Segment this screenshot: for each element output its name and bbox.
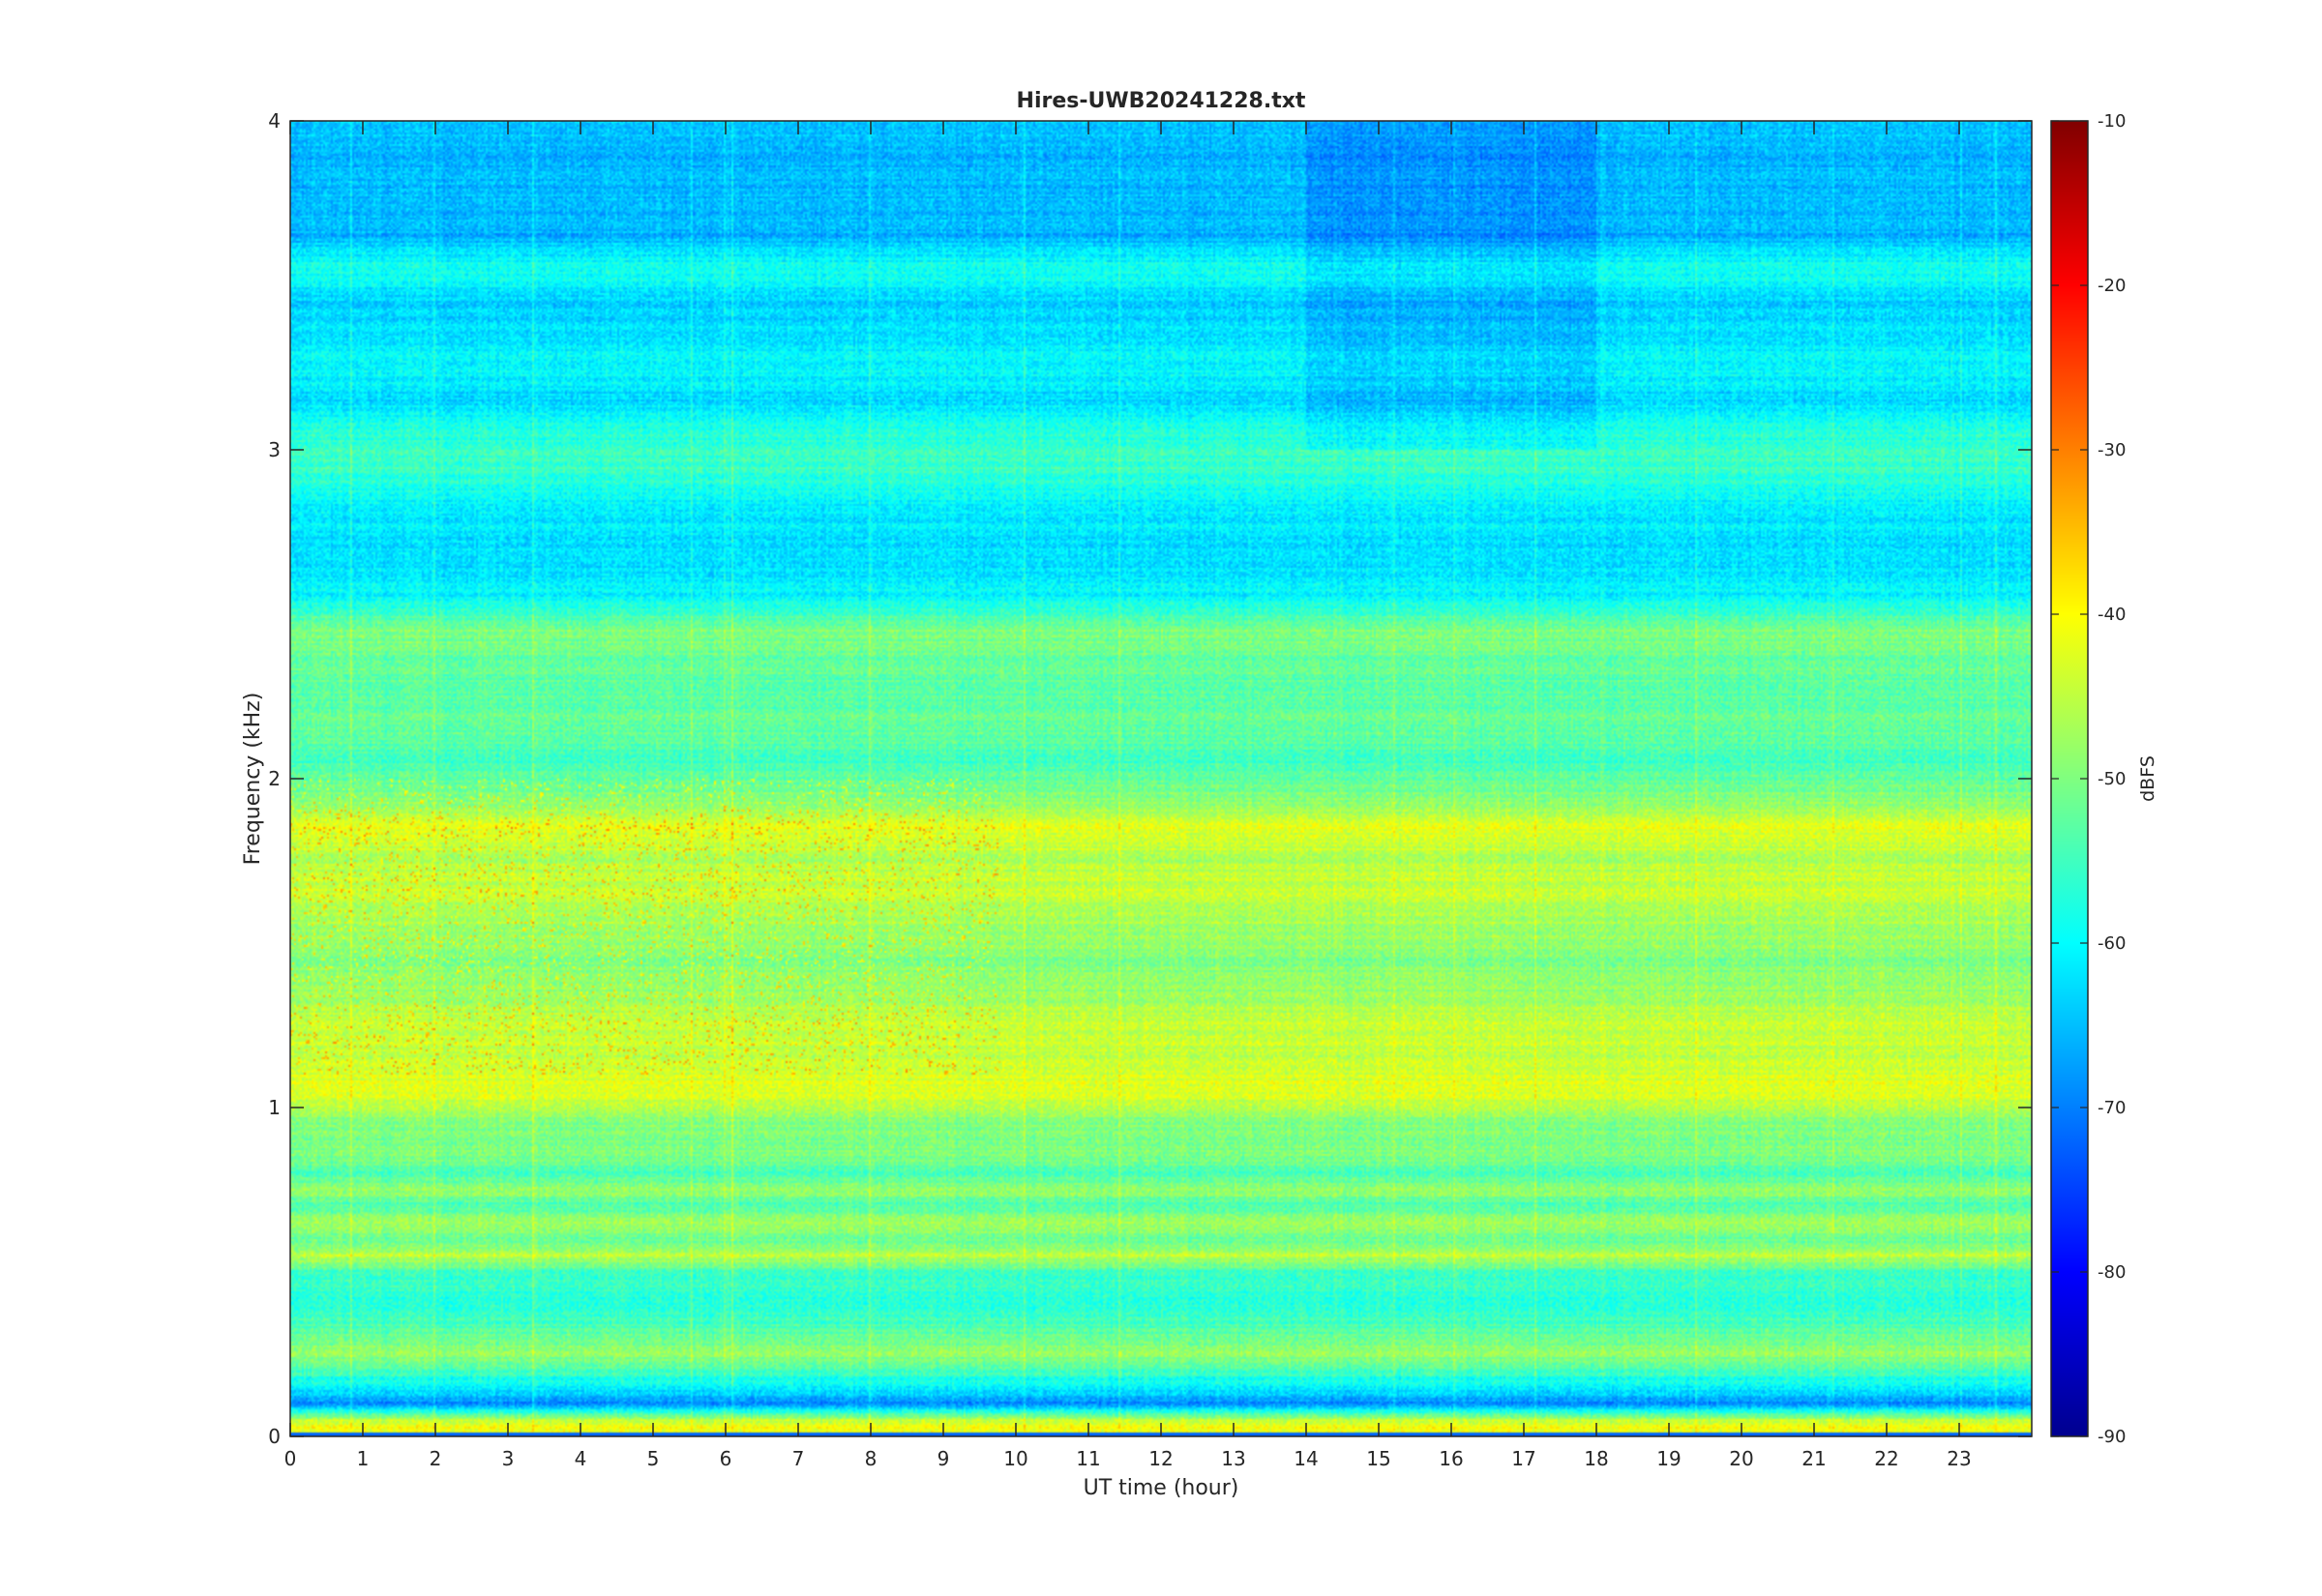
x-tick-label: 2 (430, 1447, 442, 1470)
x-tick-label: 11 (1076, 1447, 1100, 1470)
colorbar-tick-label: -20 (2098, 276, 2126, 296)
y-tick-label: 4 (268, 109, 281, 133)
x-tick-label: 21 (1801, 1447, 1826, 1470)
colorbar-label: dBFS (2137, 755, 2158, 802)
colorbar-tick-label: -30 (2098, 440, 2126, 460)
y-axis-label: Frequency (kHz) (241, 693, 265, 866)
y-tick-label: 0 (268, 1425, 281, 1448)
x-tick-label: 16 (1439, 1447, 1463, 1470)
colorbar-tick-label: -10 (2098, 111, 2126, 132)
x-tick-label: 3 (502, 1447, 515, 1470)
spectrogram-heatmap (290, 121, 2032, 1436)
y-axis: 0 1 2 3 4 (268, 109, 2032, 1448)
x-tick-label: 1 (357, 1447, 370, 1470)
x-tick-label: 17 (1511, 1447, 1535, 1470)
x-tick-label: 0 (284, 1447, 297, 1470)
colorbar-tick-label: -50 (2098, 769, 2126, 789)
colorbar-ticks: -10 -20 -30 -40 -50 -60 -70 -80 -90 (2051, 111, 2126, 1447)
colorbar-tick-label: -40 (2098, 605, 2126, 625)
x-tick-label: 6 (720, 1447, 732, 1470)
x-tick-label: 10 (1003, 1447, 1027, 1470)
y-tick-label: 1 (268, 1096, 281, 1119)
x-tick-label: 20 (1729, 1447, 1753, 1470)
x-tick-label: 15 (1366, 1447, 1390, 1470)
colorbar-tick-label: -60 (2098, 933, 2126, 954)
colorbar-tick-label: -90 (2098, 1427, 2126, 1447)
x-tick-label: 7 (792, 1447, 805, 1470)
colorbar-tick-label: -80 (2098, 1262, 2126, 1283)
x-tick-label: 8 (865, 1447, 878, 1470)
x-axis-label: UT time (hour) (1084, 1476, 1239, 1500)
x-tick-label: 23 (1947, 1447, 1971, 1470)
x-tick-label: 19 (1656, 1447, 1681, 1470)
x-tick-label: 14 (1294, 1447, 1318, 1470)
y-tick-label: 2 (268, 767, 281, 790)
x-tick-label: 5 (647, 1447, 660, 1470)
x-axis: 0 1 2 3 4 5 6 7 8 9 10 11 12 13 14 15 16 17 18 19 20 21 22 23 (284, 121, 1972, 1470)
x-tick-label: 9 (938, 1447, 950, 1470)
x-tick-label: 12 (1148, 1447, 1173, 1470)
x-tick-label: 13 (1221, 1447, 1245, 1470)
chart-title: Hires-UWB20241228.txt (1017, 89, 1306, 113)
x-tick-label: 22 (1874, 1447, 1898, 1470)
colorbar-tick-label: -70 (2098, 1098, 2126, 1118)
x-tick-label: 18 (1584, 1447, 1608, 1470)
x-tick-label: 4 (575, 1447, 587, 1470)
y-tick-label: 3 (268, 438, 281, 461)
